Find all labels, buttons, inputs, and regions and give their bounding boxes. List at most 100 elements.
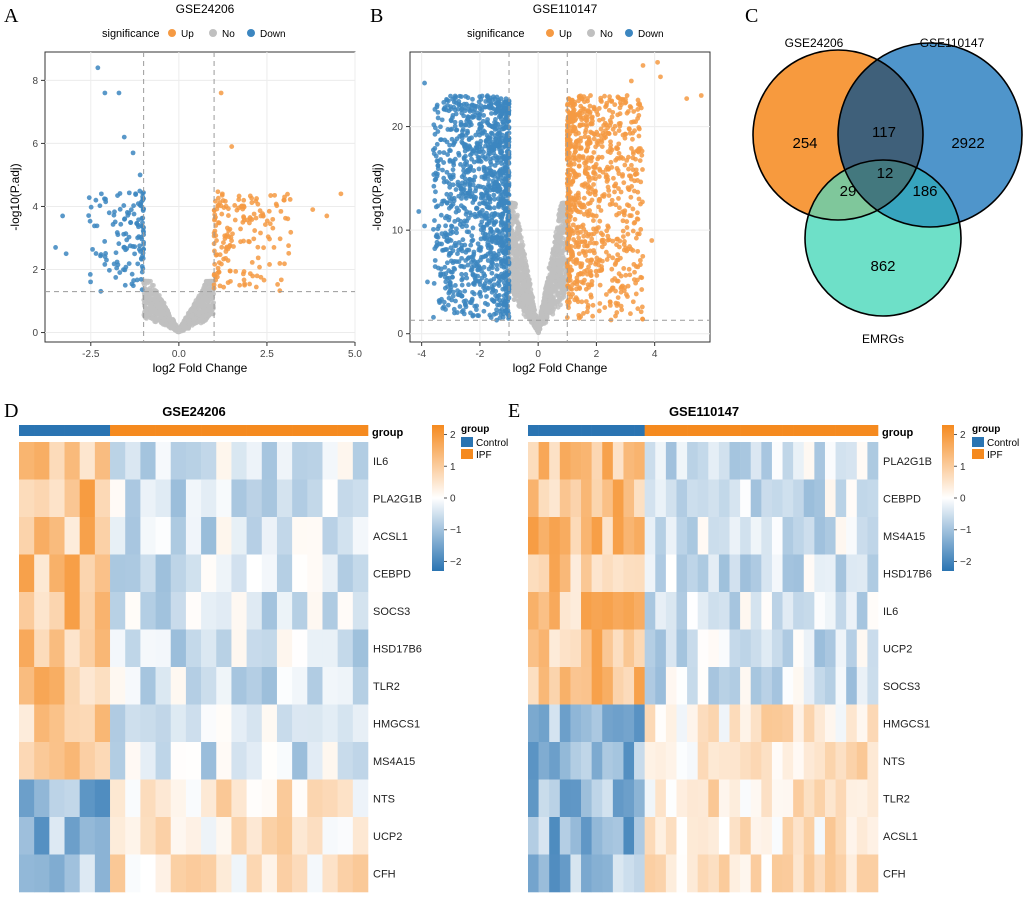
data-point	[472, 292, 477, 297]
data-point	[220, 193, 225, 198]
data-point	[499, 220, 504, 225]
data-point	[590, 198, 595, 203]
data-point	[226, 280, 231, 285]
data-point	[548, 300, 553, 305]
data-point	[600, 144, 605, 149]
annotation-cell-ipf	[125, 425, 140, 436]
data-point	[618, 121, 623, 126]
data-point	[150, 283, 155, 288]
data-point	[162, 318, 167, 323]
legend-b-down-label: Down	[638, 29, 664, 40]
data-point	[610, 198, 615, 203]
heatmap-cell	[201, 555, 216, 593]
data-point	[460, 264, 465, 269]
data-point	[613, 314, 618, 319]
data-point	[455, 310, 460, 315]
data-point	[121, 232, 126, 237]
data-point	[629, 120, 634, 125]
data-point	[572, 162, 577, 167]
data-point	[616, 257, 621, 262]
data-point	[591, 226, 596, 231]
y-tick-label: 2	[32, 265, 38, 276]
data-point	[432, 151, 437, 156]
data-point	[432, 198, 437, 203]
x-tick-label: 2	[594, 349, 600, 360]
data-point	[619, 155, 624, 160]
annotation-cell-control	[65, 425, 80, 436]
heatmap-cell	[19, 705, 34, 743]
data-point	[472, 259, 477, 264]
data-point	[448, 148, 453, 153]
heatmap-cell	[34, 592, 49, 630]
heatmap-cell	[338, 555, 353, 593]
heatmap-cell	[216, 555, 231, 593]
heatmap-cell	[231, 592, 246, 630]
data-point	[479, 192, 484, 197]
data-point	[102, 91, 107, 96]
data-point	[585, 115, 590, 120]
heatmap-cell	[49, 442, 64, 480]
heatmap-cell	[125, 630, 140, 668]
data-point	[591, 303, 596, 308]
data-point	[114, 250, 119, 255]
heatmap-cell	[171, 517, 186, 555]
heatmap-cell	[186, 442, 201, 480]
data-point	[586, 190, 591, 195]
heatmap-cell	[201, 517, 216, 555]
data-point	[462, 289, 467, 294]
data-point	[237, 194, 242, 199]
data-point	[470, 97, 475, 102]
panel-label-e: E	[508, 400, 520, 422]
data-point	[456, 151, 461, 156]
volcano-b-legend: significance Up No Down	[467, 28, 664, 40]
data-point	[199, 318, 204, 323]
data-point	[452, 267, 457, 272]
data-point	[594, 273, 599, 278]
data-point	[145, 314, 150, 319]
data-point	[422, 224, 427, 229]
data-point	[471, 178, 476, 183]
heatmap-cell	[34, 517, 49, 555]
heatmap-cell	[34, 667, 49, 705]
data-point	[459, 293, 464, 298]
data-point	[613, 131, 618, 136]
data-point	[589, 155, 594, 160]
data-point	[445, 276, 450, 281]
x-tick-label: 4	[652, 349, 658, 360]
data-point	[481, 113, 486, 118]
data-point	[616, 141, 621, 146]
data-point	[633, 119, 638, 124]
data-point	[547, 294, 552, 299]
data-point	[611, 176, 616, 181]
heatmap-cell	[231, 442, 246, 480]
venn-count-abc: 12	[877, 165, 894, 182]
annotation-cell-ipf	[140, 425, 155, 436]
data-point	[627, 126, 632, 131]
heatmap-d-annotation-label: group	[372, 427, 403, 439]
heatmap-cell	[307, 517, 322, 555]
data-point	[213, 229, 218, 234]
heatmap-cell	[322, 517, 337, 555]
data-point	[459, 187, 464, 192]
heatmap-cell	[34, 480, 49, 518]
data-point	[612, 102, 617, 107]
data-point	[150, 287, 155, 292]
data-point	[466, 255, 471, 260]
data-point	[612, 190, 617, 195]
data-point	[591, 248, 596, 253]
data-point	[640, 149, 645, 154]
data-point	[502, 204, 507, 209]
data-point	[573, 144, 578, 149]
heatmap-cell	[277, 630, 292, 668]
legend-b-no-swatch	[587, 29, 595, 37]
heatmap-cell	[201, 592, 216, 630]
data-point	[528, 282, 533, 287]
heatmap-cell	[80, 517, 95, 555]
heatmap-cell	[19, 742, 34, 780]
data-point	[464, 102, 469, 107]
heatmap-cell	[140, 592, 155, 630]
heatmap-cell	[80, 705, 95, 743]
data-point	[606, 149, 611, 154]
data-point	[600, 259, 605, 264]
data-point	[552, 240, 557, 245]
